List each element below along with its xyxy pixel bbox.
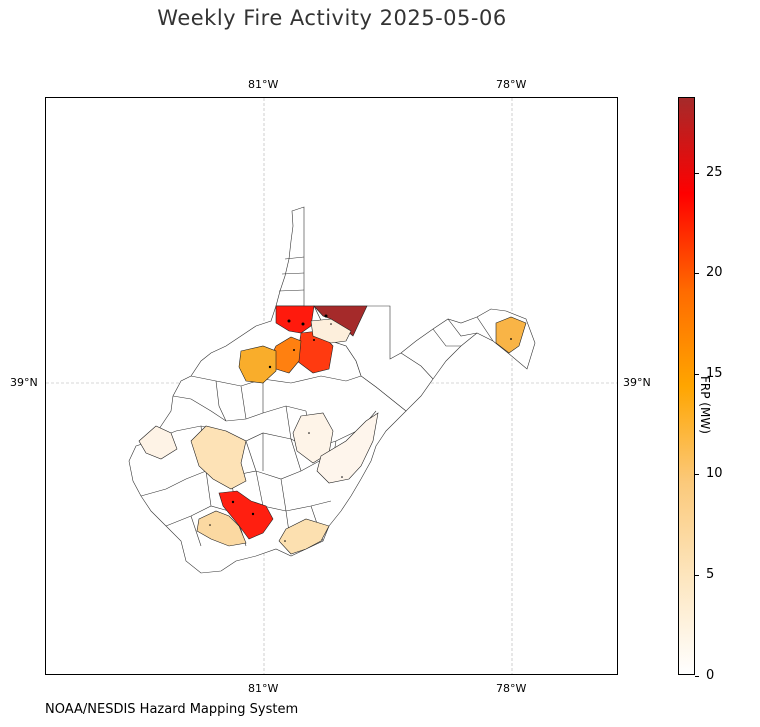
lat-tick-right-39n: 39°N [623, 376, 651, 389]
county-northern-panhandle [275, 206, 305, 307]
data-credit: NOAA/NESDIS Hazard Mapping System [45, 702, 299, 717]
map-panel [45, 97, 618, 675]
fire-county-11 [138, 425, 178, 460]
detection-point [330, 323, 332, 325]
fire-county-8 [278, 518, 330, 555]
fire-detections [209, 314, 512, 542]
lon-tick-bottom-81w: 81°W [248, 682, 279, 695]
detection-point [293, 349, 295, 351]
detection-point [251, 512, 255, 516]
detection-point [324, 314, 328, 318]
colorbar-tick-5: 5 [706, 567, 715, 582]
county-layer [128, 206, 536, 574]
fire-county-9 [196, 510, 247, 547]
colorbar-tick-mark [695, 474, 699, 475]
colorbar-tick-mark [695, 173, 699, 174]
county-main-body [128, 305, 407, 574]
detection-point [209, 524, 211, 526]
fire-county-13 [316, 412, 379, 484]
lon-tick-top-78w: 78°W [496, 78, 527, 91]
fire-county-10 [310, 318, 352, 344]
detection-point [231, 500, 235, 504]
colorbar-tick-mark [695, 374, 699, 375]
detection-point [510, 338, 512, 340]
colorbar-tick-mark [695, 676, 699, 677]
fire-county-5 [238, 345, 277, 384]
fire-county-7 [190, 425, 247, 490]
colorbar-tick-mark [695, 273, 699, 274]
detection-point [268, 365, 272, 369]
map-title: Weekly Fire Activity 2025-05-06 [157, 6, 507, 30]
colorbar [678, 97, 695, 675]
detection-point [308, 432, 310, 434]
detection-point [287, 319, 291, 323]
colorbar-tick-mark [695, 575, 699, 576]
county-panhandle-divisions [278, 256, 305, 292]
lat-tick-left-39n: 39°N [10, 376, 38, 389]
lon-tick-top-81w: 81°W [248, 78, 279, 91]
fire-county-6 [495, 316, 527, 354]
colorbar-tick-10: 10 [706, 466, 723, 481]
map-canvas [46, 98, 617, 674]
colorbar-label: FRP (MW) [698, 376, 712, 434]
county-eastern-divisions [400, 316, 494, 380]
colorbar-tick-15: 15 [706, 366, 723, 381]
detection-point [313, 339, 315, 341]
lon-tick-bottom-78w: 78°W [496, 682, 527, 695]
detection-point [301, 322, 305, 326]
colorbar-tick-20: 20 [706, 265, 723, 280]
colorbar-tick-0: 0 [706, 668, 715, 683]
detection-point [341, 476, 343, 478]
colorbar-tick-25: 25 [706, 165, 723, 180]
detection-point [284, 540, 286, 542]
